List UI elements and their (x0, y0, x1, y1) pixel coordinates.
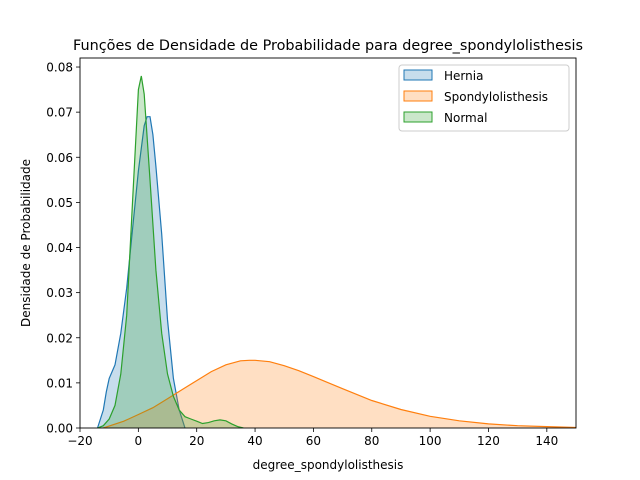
x-tick-label: 0 (135, 434, 143, 448)
x-tick-label: 120 (477, 434, 500, 448)
y-tick-label: 0.04 (46, 241, 73, 255)
x-tick-label: 60 (306, 434, 321, 448)
y-axis-label: Densidade de Probabilidade (19, 159, 33, 327)
legend-swatch-spondylolisthesis (403, 90, 433, 102)
y-tick-label: 0.01 (46, 376, 73, 390)
density-line-spondylolisthesis (103, 359, 576, 428)
y-tick-label: 0.08 (46, 61, 73, 75)
y-axis: 0.00 0.01 0.02 0.03 0.04 0.05 0.06 0.07 0.08 (46, 61, 80, 436)
x-axis: −20 0 20 40 60 80 100 120 140 (67, 428, 558, 448)
legend-swatch-normal (403, 111, 433, 123)
x-tick-label: 100 (419, 434, 442, 448)
y-tick-label: 0.07 (46, 106, 73, 120)
legend: Hernia Spondylolisthesis Normal (398, 64, 570, 132)
density-area-spondylolisthesis (103, 360, 576, 428)
y-tick-label: 0.05 (46, 196, 73, 210)
x-axis-label: degree_spondylolisthesis (253, 458, 404, 472)
y-tick-label: 0.02 (46, 331, 73, 345)
y-tick-label: 0.06 (46, 151, 73, 165)
x-tick-label: −20 (67, 434, 92, 448)
y-tick-label: 0.00 (46, 422, 73, 436)
legend-label-hernia: Hernia (444, 69, 483, 83)
density-line-hernia (96, 116, 186, 428)
legend-swatch-hernia (403, 69, 433, 81)
x-tick-label: 20 (189, 434, 204, 448)
plot-area (96, 75, 576, 428)
density-area-hernia (97, 116, 185, 428)
plot-frame (79, 57, 577, 429)
x-tick-label: 80 (364, 434, 379, 448)
x-tick-label: 140 (535, 434, 558, 448)
density-line-normal (97, 75, 244, 428)
x-tick-label: 40 (247, 434, 262, 448)
legend-label-normal: Normal (444, 111, 487, 125)
chart-title: Funções de Densidade de Probabilidade pa… (73, 38, 583, 54)
density-area-normal (97, 76, 244, 428)
legend-box (398, 64, 570, 132)
y-tick-label: 0.03 (46, 286, 73, 300)
legend-label-spondylolisthesis: Spondylolisthesis (444, 90, 548, 104)
